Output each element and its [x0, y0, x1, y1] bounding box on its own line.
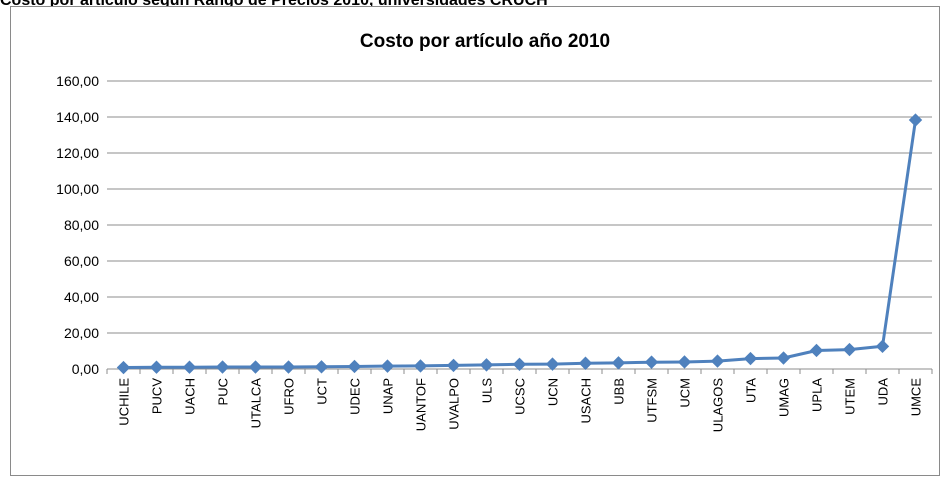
x-tick-label: UTFSM	[645, 378, 660, 423]
x-tick-label: UCM	[678, 378, 693, 408]
x-tick-label: UMAG	[777, 378, 792, 417]
data-point-marker	[149, 360, 164, 374]
y-tick-label: 120,00	[56, 145, 99, 161]
data-point-marker	[182, 360, 197, 374]
y-tick-label: 160,00	[56, 73, 99, 89]
data-point-marker	[446, 358, 461, 373]
line-chart: Costo por artículo año 2010 0,00 20,00 40,…	[56, 31, 933, 433]
data-point-marker	[347, 359, 362, 374]
x-tick-label: PUCV	[150, 378, 165, 414]
data-point-marker	[215, 360, 230, 374]
x-tick-label: UANTOF	[414, 378, 429, 431]
y-tick-label: 80,00	[64, 217, 99, 233]
data-point-marker	[248, 360, 263, 374]
data-point-marker	[578, 356, 593, 370]
data-point-marker	[908, 113, 923, 127]
chart-title: Costo por artículo año 2010	[360, 31, 610, 52]
y-tick-label: 20,00	[64, 325, 99, 341]
series-markers	[116, 113, 923, 375]
y-tick-label: 0,00	[72, 361, 99, 377]
data-point-marker	[116, 360, 131, 375]
data-point-marker	[413, 359, 428, 373]
data-point-marker	[809, 343, 824, 358]
data-point-marker	[776, 351, 791, 365]
x-tick-label: UCN	[546, 378, 561, 406]
y-tick-label: 100,00	[56, 181, 99, 197]
x-tick-label: ULAGOS	[711, 378, 726, 433]
x-tick-label: UTALCA	[249, 378, 264, 429]
x-tick-label: UMCE	[909, 378, 924, 417]
y-tick-label: 40,00	[64, 289, 99, 305]
data-point-marker	[710, 354, 725, 368]
gridlines	[107, 80, 932, 334]
x-tick-label: UDEC	[348, 378, 363, 415]
data-point-marker	[842, 342, 857, 357]
data-point-marker	[314, 360, 329, 374]
x-tick-label: UVALPO	[447, 378, 462, 430]
x-axis-ticks: UCHILE PUCV UACH PUC UTALCA UFRO UCT UDEC UNAP UA…	[117, 378, 924, 433]
x-tick-label: UTEM	[843, 378, 858, 415]
data-point-marker	[380, 359, 395, 373]
y-axis-ticks: 0,00 20,00 40,00 60,00 80,00 100,00 120,00 140,…	[56, 73, 99, 377]
x-tick-label: UTA	[744, 378, 759, 403]
x-tick-label: USACH	[579, 378, 594, 424]
x-tick-label: UNAP	[381, 378, 396, 414]
chart-container: Costo por artículo año 2010 0,00 20,00 40,…	[10, 6, 940, 476]
data-point-marker	[743, 351, 758, 366]
data-point-marker	[875, 339, 890, 354]
data-point-marker	[281, 360, 296, 374]
x-tick-label: UPLA	[810, 378, 825, 412]
data-point-marker	[512, 357, 527, 372]
series-line	[123, 119, 917, 370]
data-point-marker	[611, 356, 626, 370]
page-heading-cropped: Costo por artículo según Rango de Precio…	[0, 0, 548, 9]
series-line-path	[123, 119, 917, 370]
x-tick-label: UCSC	[513, 378, 528, 415]
y-tick-label: 140,00	[56, 109, 99, 125]
x-tick-label: UCHILE	[117, 378, 132, 426]
x-tick-label: UFRO	[282, 378, 297, 415]
data-point-marker	[479, 358, 494, 372]
data-point-marker	[644, 355, 659, 369]
x-tick-label: UCT	[315, 378, 330, 405]
x-tick-label: UDA	[876, 378, 891, 406]
x-tick-label: PUC	[216, 378, 231, 405]
x-tick-label: UBB	[612, 378, 627, 405]
x-tick-label: ULS	[480, 378, 495, 404]
x-tick-label: UACH	[183, 378, 198, 415]
data-point-marker	[545, 357, 560, 371]
y-tick-label: 60,00	[64, 253, 99, 269]
data-point-marker	[677, 355, 692, 369]
